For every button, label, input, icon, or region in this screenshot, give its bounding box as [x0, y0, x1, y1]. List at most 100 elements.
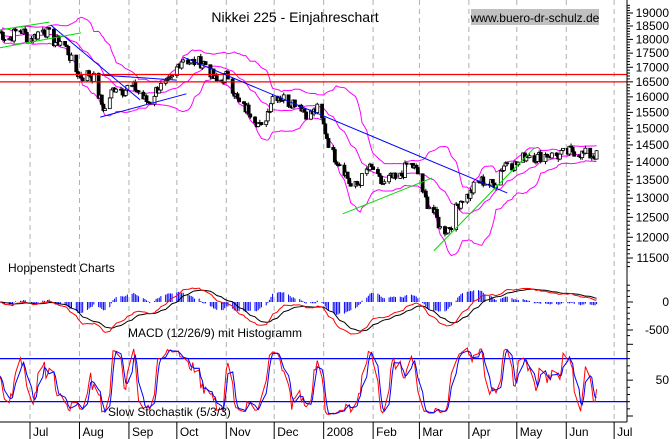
price-tick-label: 16500 [636, 75, 670, 89]
candle-body [248, 113, 253, 118]
candle-body [63, 41, 68, 46]
trendline [342, 177, 433, 215]
candle-body [109, 89, 114, 99]
watermark: www.buero-dr-schulz.de [470, 11, 600, 25]
candle-body [66, 46, 71, 56]
candle-body [321, 117, 326, 125]
price-tick-label: 11500 [637, 251, 670, 265]
stochastic-panel [0, 347, 627, 415]
candle-body [403, 162, 407, 178]
month-label: Mar [422, 425, 443, 439]
trendline [0, 32, 82, 49]
candle-body [123, 89, 128, 96]
trendline [100, 93, 187, 118]
candle-body [53, 42, 58, 46]
candle-body [379, 176, 384, 185]
candle-body [387, 174, 392, 183]
candle-body [133, 81, 138, 91]
candle-body [246, 104, 251, 115]
candle-body [107, 97, 112, 110]
candle-body [360, 173, 364, 186]
trendlines [0, 21, 535, 252]
candle-body [179, 61, 184, 69]
candle-body [438, 226, 443, 229]
price-tick-label: 14500 [636, 138, 670, 152]
candle-body [332, 149, 337, 163]
month-label: Dec [277, 425, 298, 439]
candle-body [281, 94, 286, 101]
candle-body [181, 59, 186, 63]
grid [29, 0, 615, 422]
candle-body [326, 138, 331, 148]
price-tick-label: 12500 [636, 210, 670, 224]
candle-body [420, 173, 425, 193]
candle-body [435, 209, 439, 218]
watermark-background [471, 9, 599, 25]
candle-body [0, 32, 5, 40]
bollinger-lower [0, 31, 597, 257]
candle-body [561, 147, 565, 151]
candle-body [572, 151, 577, 157]
candle-body [315, 103, 320, 113]
stochastic-tick-label: 50 [656, 373, 670, 387]
candle-body [74, 54, 79, 73]
candle-body [120, 89, 125, 96]
candle-body [42, 29, 47, 35]
month-label: Jul [33, 425, 48, 439]
macd-signal-line [0, 288, 597, 332]
candle-body [570, 146, 575, 153]
candle-body [423, 190, 428, 198]
macd-line [0, 287, 597, 335]
price-tick-label: 19000 [636, 6, 670, 20]
month-label: Nov [229, 425, 250, 439]
month-label: Apr [472, 425, 491, 439]
candle-body [377, 173, 382, 177]
stochastic-d-line [0, 348, 597, 415]
candle-body [58, 41, 63, 46]
candle-body [230, 78, 235, 94]
candle-body [345, 171, 350, 179]
trendline [0, 21, 50, 31]
candle-body [538, 152, 543, 162]
bollinger-bands [0, 16, 597, 257]
month-label: Jul [617, 425, 632, 439]
candle-body [427, 207, 431, 209]
resistance-lines [0, 73, 627, 83]
trendline [101, 74, 177, 81]
price-tick-label: 14000 [636, 155, 670, 169]
candle-body [559, 149, 564, 155]
candle-body [510, 163, 514, 171]
candle-body [157, 89, 162, 94]
candle-body [259, 122, 264, 126]
source-label: Hoppenstedt Charts [8, 261, 115, 275]
candle-body [170, 75, 174, 78]
stochastic-label: Slow Stochastik (5/3/3) [108, 405, 231, 419]
candle-body [302, 108, 307, 113]
month-label: Aug [82, 425, 103, 439]
candle-body [449, 228, 454, 230]
macd-label: MACD (12/26/9) mit Histogramm [128, 326, 302, 340]
price-tick-label: 12000 [636, 230, 670, 244]
trendline [433, 147, 535, 252]
candle-body [144, 95, 149, 103]
bollinger-upper [0, 16, 597, 190]
candle-body [371, 166, 376, 170]
month-label: Oct [180, 425, 199, 439]
price-tick-label: 15000 [636, 121, 670, 135]
candle-body [348, 183, 353, 187]
candle-body [460, 200, 465, 203]
candle-body [2, 39, 7, 41]
candle-body [502, 165, 506, 171]
candle-body [454, 203, 459, 230]
candle-body [87, 70, 91, 77]
candle-body [535, 153, 540, 162]
candle-body [549, 152, 554, 159]
price-tick-label: 17500 [636, 46, 670, 60]
candle-body [265, 111, 270, 122]
candle-body [136, 90, 141, 93]
candle-body [323, 123, 328, 135]
candle-body [425, 196, 430, 209]
candle-body [47, 27, 52, 30]
candle-body [264, 120, 269, 126]
